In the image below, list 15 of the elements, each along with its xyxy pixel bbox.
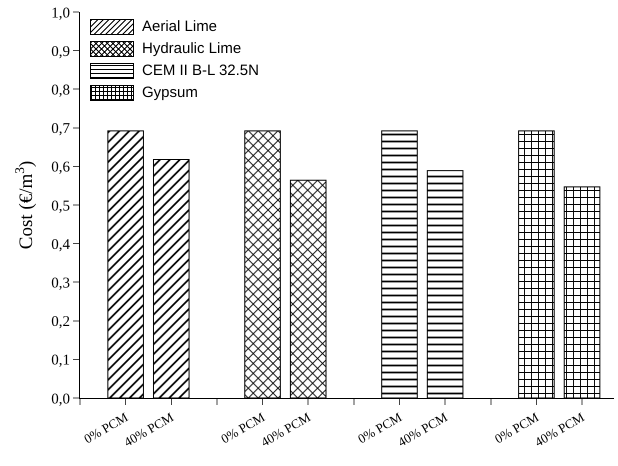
- legend-label: Aerial Lime: [142, 17, 218, 37]
- y-tick-label: 1,0: [51, 5, 70, 22]
- y-tick-label: 0,4: [51, 236, 70, 253]
- legend-label: CEM II B-L 32.5N: [142, 61, 259, 81]
- y-tick-label: 0,5: [51, 198, 70, 214]
- y-tick-label: 0,1: [51, 352, 70, 369]
- y-tick-label: 0,3: [51, 275, 70, 292]
- legend-label: Gypsum: [142, 83, 198, 103]
- y-tick-label: 0,8: [51, 82, 70, 98]
- y-tick-label: 0,2: [51, 314, 70, 330]
- y-tick-label: 0,6: [51, 160, 70, 176]
- y-tick-label: 0,7: [51, 121, 70, 138]
- y-tick-label: 0,9: [51, 44, 70, 60]
- y-tick-label: 0,0: [51, 391, 70, 408]
- legend-label: Hydraulic Lime: [142, 39, 242, 59]
